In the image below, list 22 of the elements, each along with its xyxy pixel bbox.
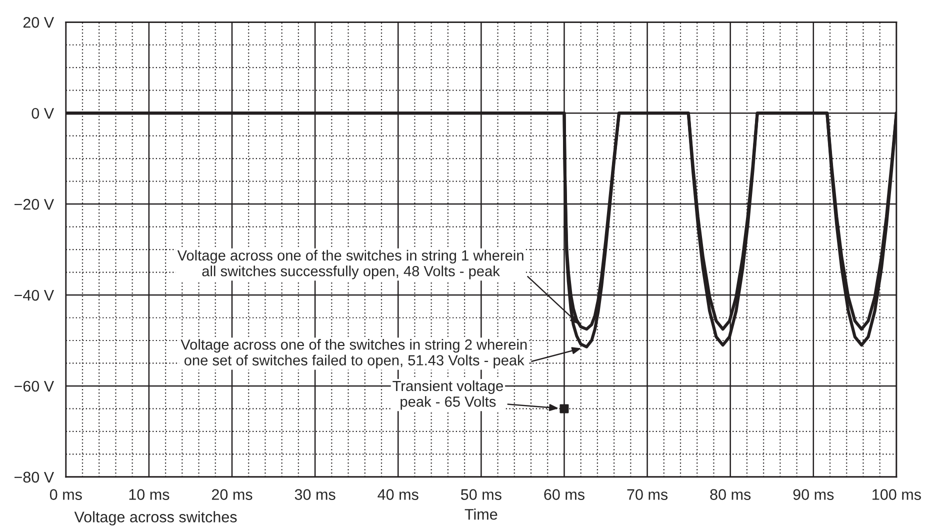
x-tick-label: 100 ms [872,489,921,500]
text: Voltage across switches [74,511,237,526]
x-tick-label: 30 ms [294,489,336,500]
y-tick-label: 0 V [32,108,54,119]
x-tick-label: 60 ms [544,489,584,500]
x-tick-label: 50 ms [460,489,502,500]
x-tick-label: 0 ms [50,489,82,500]
annotation: Voltage across one of the switches in string 2 wherein one set of switches failed to open, 51.43 Volts - peak [180,339,527,368]
x-tick-label: 80 ms [710,489,751,500]
annotation: Voltage across one of the switches in string 1 wherein all switches successfully open, 48 Volts - peak [177,250,524,280]
y-tick-label: −40 V [14,290,54,301]
y-tick-label: 20 V [23,17,54,28]
x-tick-label: 90 ms [793,489,834,500]
x-tick-label: 10 ms [129,489,170,500]
x-tick-label: 70 ms [627,489,668,500]
x-axis-title: Time [464,508,498,520]
x-tick-label: 40 ms [378,489,418,500]
y-tick-label: −80 V [14,472,54,483]
x-tick-label: 20 ms [212,489,252,500]
annotation: Transient voltage peak - 65 Volts [392,380,503,410]
y-tick-label: −20 V [14,198,54,210]
y-tick-label: −60 V [14,380,54,392]
